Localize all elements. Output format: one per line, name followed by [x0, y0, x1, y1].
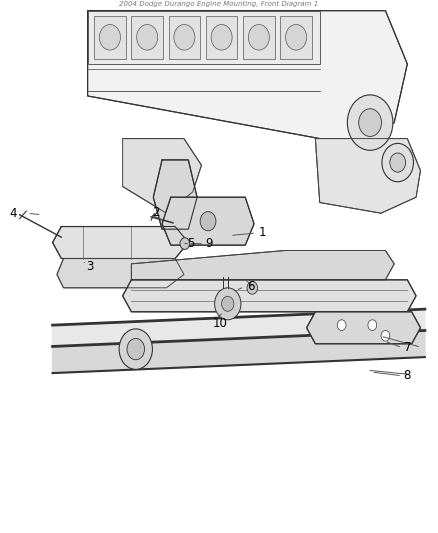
Text: 7: 7	[403, 341, 411, 354]
Text: 2: 2	[152, 206, 159, 219]
Polygon shape	[307, 312, 420, 344]
Circle shape	[174, 25, 195, 50]
Polygon shape	[131, 251, 394, 280]
Polygon shape	[88, 11, 407, 149]
Circle shape	[368, 320, 377, 330]
Text: 5: 5	[187, 237, 194, 250]
Circle shape	[390, 153, 406, 172]
Circle shape	[286, 25, 307, 50]
Polygon shape	[53, 330, 425, 373]
Bar	[94, 16, 126, 59]
Circle shape	[347, 95, 393, 150]
Circle shape	[222, 296, 234, 311]
Text: 2004 Dodge Durango Engine Mounting, Front Diagram 1: 2004 Dodge Durango Engine Mounting, Fron…	[120, 1, 318, 7]
Bar	[280, 16, 312, 59]
Circle shape	[180, 238, 190, 249]
Text: 8: 8	[404, 369, 411, 382]
Polygon shape	[53, 227, 188, 259]
Polygon shape	[53, 309, 425, 346]
Bar	[206, 16, 237, 59]
Text: 4: 4	[9, 207, 17, 220]
Polygon shape	[153, 160, 197, 229]
Circle shape	[381, 330, 390, 341]
Circle shape	[211, 25, 232, 50]
Circle shape	[119, 329, 152, 369]
Text: 10: 10	[213, 317, 228, 330]
Text: 3: 3	[86, 260, 93, 273]
Circle shape	[127, 338, 145, 360]
Polygon shape	[57, 259, 184, 288]
Text: 9: 9	[205, 237, 213, 250]
Bar	[131, 16, 163, 59]
Text: 6: 6	[247, 280, 254, 293]
Circle shape	[382, 143, 413, 182]
Circle shape	[337, 320, 346, 330]
Bar	[169, 16, 200, 59]
Circle shape	[99, 25, 120, 50]
Circle shape	[200, 212, 216, 231]
Circle shape	[215, 288, 241, 320]
Polygon shape	[123, 139, 201, 213]
Circle shape	[359, 109, 381, 136]
Polygon shape	[88, 11, 320, 64]
Polygon shape	[123, 280, 416, 312]
Text: 1: 1	[259, 227, 267, 239]
Circle shape	[247, 281, 258, 294]
Bar	[243, 16, 275, 59]
Circle shape	[248, 25, 269, 50]
Polygon shape	[162, 197, 254, 245]
Polygon shape	[315, 139, 420, 213]
Circle shape	[137, 25, 158, 50]
